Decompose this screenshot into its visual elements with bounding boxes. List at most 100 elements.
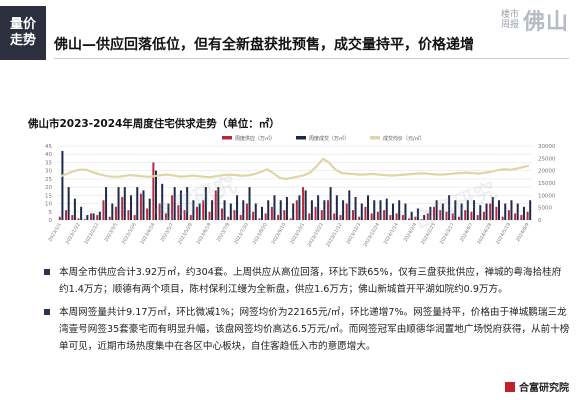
- supply-bar: [489, 203, 492, 220]
- x-tick-label: 2023/2/12: [83, 222, 100, 245]
- x-tick-label: 2023/3/26: [121, 222, 138, 245]
- chart-title: 佛山市2023-2024年周度住宅供求走势（单位：㎡）: [28, 118, 280, 130]
- x-tick-label: 2024/3/17: [439, 222, 456, 245]
- y-right-tick-label: 10000: [538, 193, 556, 199]
- deal-bar: [192, 200, 195, 220]
- x-tick-label: 2023/11/12: [325, 222, 343, 248]
- section-tag: 量价 走势: [0, 6, 46, 60]
- supply-bar: [133, 215, 136, 220]
- deal-bar: [123, 187, 126, 220]
- supply-bar: [376, 211, 379, 220]
- supply-bar: [283, 210, 286, 220]
- supply-bar: [308, 213, 311, 220]
- supply-bar: [408, 218, 411, 220]
- deal-bar: [323, 200, 326, 220]
- bullet-square-icon: [44, 269, 50, 275]
- supply-bar: [152, 162, 155, 220]
- x-tick-label: 2024/2/25: [420, 222, 437, 245]
- supply-bar: [127, 210, 130, 220]
- supply-bar: [320, 210, 323, 220]
- supply-bar: [277, 215, 280, 220]
- supply-bar: [108, 216, 111, 220]
- supply-bar: [189, 215, 192, 220]
- deal-bar: [454, 200, 457, 220]
- deal-bar: [223, 200, 226, 220]
- commentary-text: 本周网签量共计9.17万㎡，环比微减1%；网签均价为22165元/㎡，环比递增7…: [59, 307, 570, 352]
- supply-bar: [339, 215, 342, 220]
- legend-label: 周度供应（万㎡）: [235, 135, 275, 142]
- supply-bar: [196, 206, 199, 220]
- deal-bar: [304, 190, 307, 220]
- supply-bar: [264, 213, 267, 220]
- supply-bar: [295, 200, 298, 220]
- supply-demand-chart: 0 5 10 15 20 25 30 35 40 45 0 5000 10000 15000 20000 25…: [45, 135, 556, 248]
- x-tick-label: 2023/1/22: [65, 222, 82, 245]
- deal-bar: [360, 203, 363, 220]
- supply-bar: [202, 200, 205, 220]
- y-right-tick-label: 25000: [538, 156, 556, 162]
- supply-bar: [364, 206, 367, 220]
- commentary-item: 本周网签量共计9.17万㎡，环比微减1%；网签均价为22165元/㎡，环比递增7…: [44, 304, 570, 355]
- supply-bar: [258, 218, 261, 220]
- supply-bar: [314, 206, 317, 220]
- y-left-tick-label: 0: [49, 218, 53, 224]
- x-tick-label: 2024/1/14: [383, 222, 400, 245]
- x-tick-label: 2023/7/30: [233, 222, 250, 245]
- deal-bar: [173, 187, 176, 220]
- deal-bar: [416, 208, 419, 220]
- legend-label: 周度成交（万㎡）: [309, 135, 349, 142]
- deal-bar: [117, 187, 120, 220]
- deal-bar: [217, 187, 220, 220]
- supply-bar: [520, 215, 523, 220]
- supply-bar: [395, 213, 398, 220]
- section-tag-line1: 量价: [9, 17, 36, 32]
- footer-logo: 合富研究院: [505, 379, 569, 394]
- deal-bar: [279, 200, 282, 220]
- supply-bar: [177, 205, 180, 220]
- supply-bar: [451, 213, 454, 220]
- deal-bar: [317, 195, 320, 220]
- deal-bar: [98, 211, 101, 220]
- deal-bar: [441, 203, 444, 220]
- y-left-tick-label: 10: [45, 202, 52, 208]
- deal-bar: [229, 203, 232, 220]
- supply-bar: [383, 210, 386, 220]
- deal-bar: [61, 150, 64, 220]
- supply-bar: [514, 213, 517, 220]
- deal-bar: [211, 200, 214, 220]
- brand-city: 佛山: [522, 10, 569, 35]
- deal-bar: [485, 203, 488, 220]
- supply-bar: [90, 213, 93, 220]
- deal-bar: [154, 170, 157, 220]
- supply-bar: [470, 211, 473, 220]
- supply-bar: [333, 213, 336, 220]
- supply-bar: [370, 213, 373, 220]
- deal-bar: [204, 187, 207, 220]
- commentary-text: 本周全市供应合计3.92万㎡，约304套。上周供应从高位回落，环比下跌65%，仅…: [59, 267, 562, 295]
- x-tick-label: 2023/12/3: [345, 222, 362, 245]
- deal-bar: [292, 203, 295, 220]
- supply-bar: [83, 219, 86, 220]
- deal-bar: [86, 215, 89, 220]
- brand-small-line2: 周报: [500, 20, 519, 30]
- supply-bar: [58, 216, 61, 220]
- supply-bar: [164, 213, 167, 220]
- deal-bar: [267, 200, 270, 220]
- supply-bar: [345, 203, 348, 220]
- deal-bar: [310, 200, 313, 220]
- supply-bar: [102, 200, 105, 220]
- x-tick-label: 2023/7/9: [216, 222, 232, 243]
- deal-bar: [260, 206, 263, 220]
- deal-bar: [186, 187, 189, 220]
- deal-bar: [448, 195, 451, 220]
- supply-bar: [227, 216, 230, 220]
- x-tick-label: 2023/10/1: [289, 222, 306, 245]
- supply-bar: [457, 216, 460, 220]
- legend-swatch: [222, 136, 232, 140]
- deal-bar: [385, 198, 388, 220]
- deal-bar: [298, 195, 301, 220]
- supply-bar: [65, 210, 68, 220]
- footer-logo-text: 合富研究院: [519, 383, 569, 394]
- deal-bar: [335, 195, 338, 220]
- supply-bar: [114, 206, 117, 220]
